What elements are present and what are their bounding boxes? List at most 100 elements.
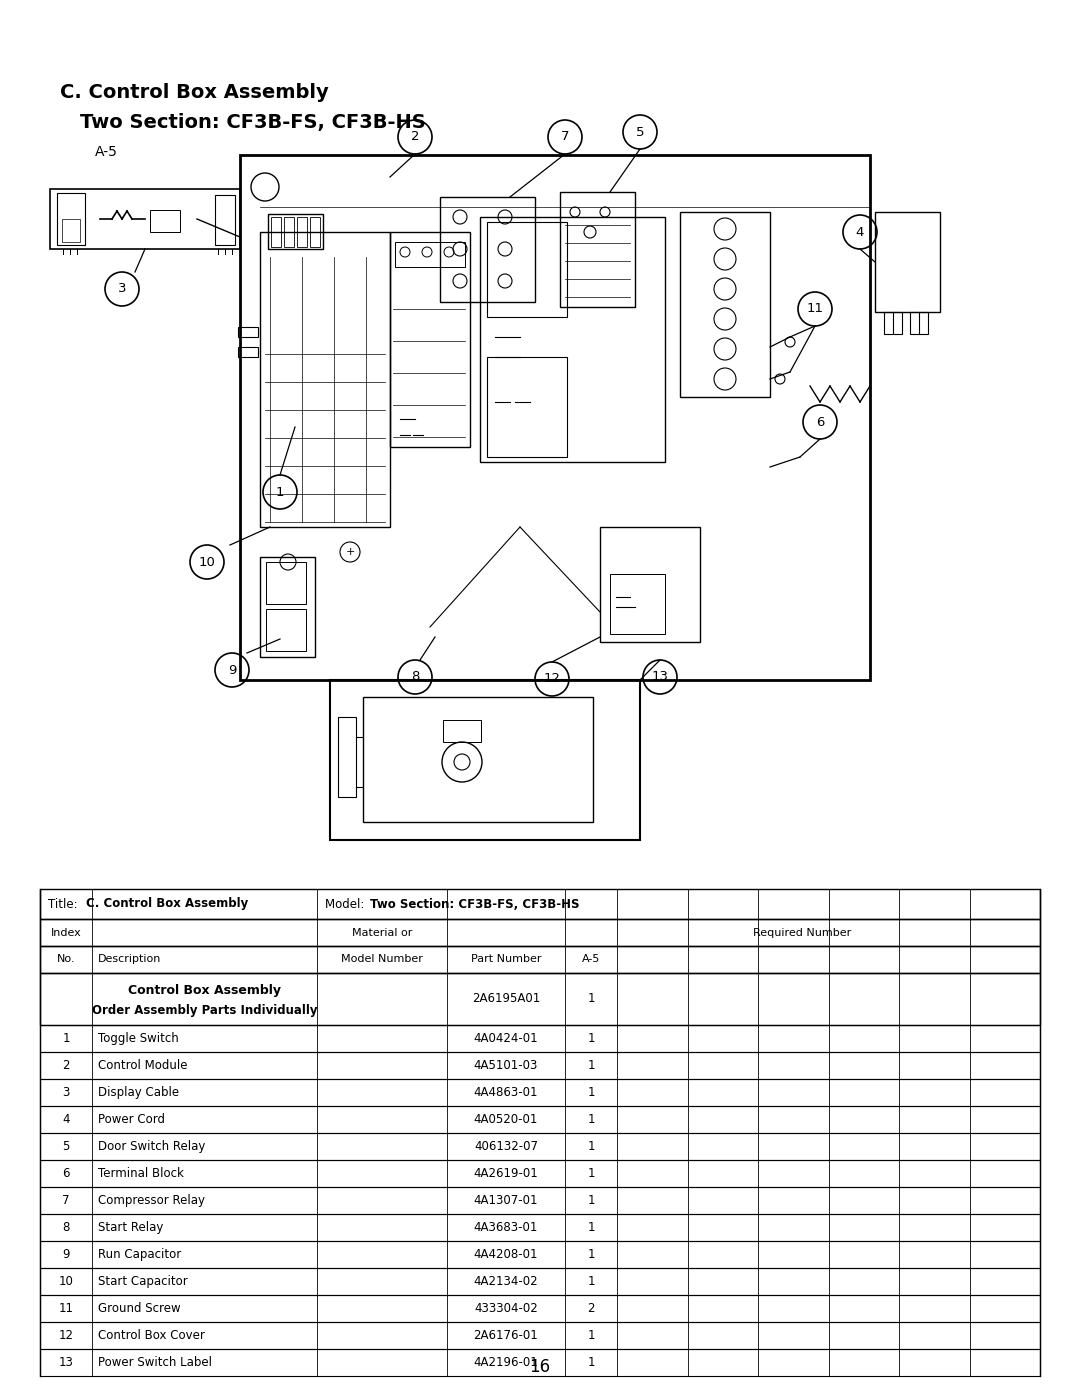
Bar: [238, 327, 258, 337]
Bar: [40, 1025, 1040, 1052]
Bar: [215, 196, 235, 244]
Bar: [40, 1133, 1040, 1160]
Text: 2A6195A01: 2A6195A01: [472, 992, 540, 1006]
Bar: [40, 888, 1040, 919]
Text: 1: 1: [588, 1140, 595, 1153]
Text: Required Number: Required Number: [754, 928, 852, 937]
Text: Title:: Title:: [48, 897, 81, 911]
Bar: [600, 527, 700, 643]
Text: Control Module: Control Module: [98, 1059, 188, 1071]
Text: 406132-07: 406132-07: [474, 1140, 538, 1153]
Text: 1: 1: [588, 1248, 595, 1261]
Text: 1: 1: [588, 1329, 595, 1343]
Text: Door Switch Relay: Door Switch Relay: [98, 1140, 205, 1153]
Text: A-5: A-5: [582, 954, 600, 964]
Text: Control Box Assembly: Control Box Assembly: [129, 983, 281, 996]
Text: 11: 11: [807, 303, 824, 316]
Text: 6: 6: [63, 1166, 70, 1180]
Text: 4: 4: [855, 225, 864, 239]
Bar: [885, 312, 902, 334]
Text: 3: 3: [118, 282, 126, 296]
Bar: [238, 346, 258, 358]
Bar: [875, 212, 940, 312]
Bar: [40, 919, 1040, 946]
Text: Start Capacitor: Start Capacitor: [98, 1275, 188, 1288]
Bar: [271, 217, 281, 247]
Bar: [266, 562, 306, 604]
Text: Start Relay: Start Relay: [98, 1221, 163, 1234]
Text: 1: 1: [588, 1085, 595, 1099]
Text: 5: 5: [636, 126, 645, 138]
Bar: [310, 217, 320, 247]
Text: 433304-02: 433304-02: [474, 1302, 538, 1315]
Text: 10: 10: [58, 1275, 73, 1288]
Bar: [330, 680, 640, 840]
Text: 4A4863-01: 4A4863-01: [474, 1085, 538, 1099]
Text: Toggle Switch: Toggle Switch: [98, 1032, 179, 1045]
Text: 1: 1: [588, 1113, 595, 1126]
Text: 4A2134-02: 4A2134-02: [474, 1275, 538, 1288]
Bar: [390, 232, 470, 447]
Text: Power Cord: Power Cord: [98, 1113, 165, 1126]
Text: 13: 13: [58, 1356, 73, 1369]
Bar: [40, 1106, 1040, 1133]
Text: Control Box Cover: Control Box Cover: [98, 1329, 205, 1343]
Text: 1: 1: [588, 1166, 595, 1180]
Text: 1: 1: [588, 1032, 595, 1045]
Text: 9: 9: [228, 664, 237, 676]
Bar: [910, 312, 928, 334]
Bar: [487, 222, 567, 317]
Bar: [487, 358, 567, 457]
Text: 1: 1: [588, 1356, 595, 1369]
Bar: [40, 1295, 1040, 1322]
Bar: [40, 946, 1040, 972]
Bar: [40, 1052, 1040, 1078]
Bar: [561, 191, 635, 307]
Bar: [240, 155, 870, 680]
Text: 5: 5: [63, 1140, 70, 1153]
Bar: [266, 609, 306, 651]
Text: 1: 1: [275, 486, 284, 499]
Text: 8: 8: [63, 1221, 70, 1234]
Bar: [40, 1241, 1040, 1268]
Bar: [297, 217, 307, 247]
Text: 2A6176-01: 2A6176-01: [474, 1329, 538, 1343]
Text: 4A3683-01: 4A3683-01: [474, 1221, 538, 1234]
Bar: [680, 212, 770, 397]
Text: 9: 9: [63, 1248, 70, 1261]
Bar: [50, 189, 240, 249]
Text: Model Number: Model Number: [341, 954, 423, 964]
Bar: [268, 214, 323, 249]
Text: 16: 16: [529, 1358, 551, 1376]
Text: +: +: [346, 548, 354, 557]
Bar: [40, 1160, 1040, 1187]
Bar: [480, 217, 665, 462]
Text: 4A5101-03: 4A5101-03: [474, 1059, 538, 1071]
Text: Terminal Block: Terminal Block: [98, 1166, 184, 1180]
Text: 1: 1: [588, 992, 595, 1006]
Text: Display Cable: Display Cable: [98, 1085, 179, 1099]
Text: C. Control Box Assembly: C. Control Box Assembly: [60, 82, 328, 102]
Text: Two Section: CF3B-FS, CF3B-HS: Two Section: CF3B-FS, CF3B-HS: [370, 897, 580, 911]
Text: Model:: Model:: [310, 897, 368, 911]
Text: 2: 2: [63, 1059, 70, 1071]
Text: Description: Description: [98, 954, 161, 964]
Bar: [57, 193, 85, 244]
Text: 4A2619-01: 4A2619-01: [474, 1166, 538, 1180]
Text: 1: 1: [588, 1059, 595, 1071]
Text: Part Number: Part Number: [471, 954, 541, 964]
Text: Order Assembly Parts Individually: Order Assembly Parts Individually: [92, 1004, 318, 1017]
Text: Run Capacitor: Run Capacitor: [98, 1248, 181, 1261]
Text: 7: 7: [63, 1194, 70, 1207]
Text: 13: 13: [651, 671, 669, 683]
Text: 1: 1: [588, 1221, 595, 1234]
Bar: [40, 972, 1040, 1025]
Text: Ground Screw: Ground Screw: [98, 1302, 180, 1315]
Text: 7: 7: [561, 130, 569, 144]
Text: 4A4208-01: 4A4208-01: [474, 1248, 538, 1261]
Text: A-5: A-5: [95, 145, 118, 159]
Text: 1: 1: [588, 1275, 595, 1288]
Text: 4A2196-01: 4A2196-01: [474, 1356, 538, 1369]
Text: 11: 11: [58, 1302, 73, 1315]
Text: 12: 12: [58, 1329, 73, 1343]
